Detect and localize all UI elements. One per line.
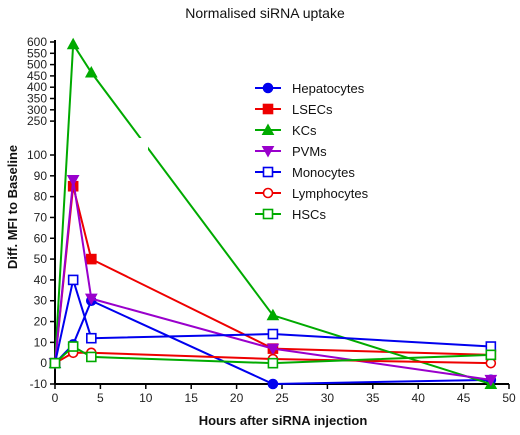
x-tick-label: 50 xyxy=(502,391,516,405)
data-point-hscs xyxy=(267,357,279,369)
data-point-hscs xyxy=(67,341,79,352)
y-tick-label: 80 xyxy=(34,190,48,204)
legend-marker xyxy=(262,103,274,115)
y-tick-label: 30 xyxy=(34,294,48,308)
data-point-hscs xyxy=(485,349,497,361)
y-axis-title: Diff. MFI to Baseline xyxy=(5,145,20,269)
y-tick-label: 500 xyxy=(27,58,47,72)
y-tick-label: 600 xyxy=(27,35,47,49)
y-tick-label: 50 xyxy=(34,252,48,266)
legend-item-hscs: HSCs xyxy=(255,207,326,222)
data-point-monocytes xyxy=(67,274,79,286)
x-tick-label: 35 xyxy=(366,391,380,405)
legend-item-hepatocytes: Hepatocytes xyxy=(255,81,365,96)
legend-label: Lymphocytes xyxy=(292,186,369,201)
x-tick-label: 10 xyxy=(139,391,153,405)
legend-label: Monocytes xyxy=(292,165,355,180)
data-point-pvms xyxy=(84,293,98,306)
axis-break-gap xyxy=(128,138,148,160)
data-point-kcs xyxy=(84,65,98,78)
data-point-pvms xyxy=(484,374,498,387)
y-tick-label: 20 xyxy=(34,315,48,329)
y-tick-label: 60 xyxy=(34,231,48,245)
legend-marker xyxy=(261,146,275,158)
legend-marker xyxy=(262,82,274,94)
y-tick-label: -10 xyxy=(30,377,48,391)
x-tick-label: 0 xyxy=(52,391,59,405)
data-point-monocytes xyxy=(267,328,279,340)
legend-marker xyxy=(262,166,274,178)
y-tick-label: 100 xyxy=(27,148,47,162)
y-tick-label: 400 xyxy=(27,80,47,94)
data-point-kcs xyxy=(66,37,80,50)
legend-item-pvms: PVMs xyxy=(255,144,327,159)
legend-label: KCs xyxy=(292,123,317,138)
data-point-hscs xyxy=(86,351,97,363)
data-point-kcs xyxy=(266,308,280,321)
x-axis-title: Hours after siRNA injection xyxy=(199,413,368,428)
y-tick-label: 550 xyxy=(27,46,47,60)
y-tick-label: 70 xyxy=(34,210,48,224)
data-point-monocytes xyxy=(86,332,97,344)
legend-item-lymphocytes: Lymphocytes xyxy=(255,186,369,201)
series-group xyxy=(48,37,498,390)
legend-item-kcs: KCs xyxy=(255,123,317,138)
legend-label: LSECs xyxy=(292,102,333,117)
legend-label: PVMs xyxy=(292,144,327,159)
legend-item-monocytes: Monocytes xyxy=(255,165,355,180)
y-tick-label: 0 xyxy=(40,356,47,370)
data-point-pvms xyxy=(66,174,80,187)
legend-marker xyxy=(261,123,275,135)
legend-label: HSCs xyxy=(292,207,326,222)
data-point-hscs xyxy=(49,357,61,369)
x-tick-label: 5 xyxy=(97,391,104,405)
x-tick-label: 20 xyxy=(230,391,244,405)
y-tick-label: 350 xyxy=(27,92,47,106)
legend-label: Hepatocytes xyxy=(292,81,365,96)
data-point-hepatocytes xyxy=(267,378,279,390)
y-tick-label: 250 xyxy=(27,114,47,128)
legend-marker xyxy=(262,208,274,220)
y-tick-label: 40 xyxy=(34,273,48,287)
x-tick-label: 30 xyxy=(321,391,335,405)
chart-title: Normalised siRNA uptake xyxy=(185,5,345,21)
y-tick-label: 90 xyxy=(34,169,48,183)
series-hscs xyxy=(49,341,497,369)
legend-marker xyxy=(262,187,274,199)
legend-item-lsecs: LSECs xyxy=(255,102,333,117)
x-tick-label: 15 xyxy=(185,391,199,405)
x-tick-label: 25 xyxy=(275,391,289,405)
axes: 0 5 10 15 20 25 30 35 40 45 50 -10 0 10 20 30 40 50 60 70 80… xyxy=(27,35,516,405)
data-point-lsecs xyxy=(86,253,97,265)
legend: Hepatocytes LSECs KCs PVMs Monocytes Lymphocy… xyxy=(255,81,369,222)
y-tick-label: 450 xyxy=(27,69,47,83)
x-tick-label: 45 xyxy=(457,391,471,405)
x-tick-label: 40 xyxy=(412,391,426,405)
y-tick-label: 300 xyxy=(27,103,47,117)
y-tick-label: 10 xyxy=(34,335,48,349)
data-point-pvms xyxy=(266,343,280,356)
